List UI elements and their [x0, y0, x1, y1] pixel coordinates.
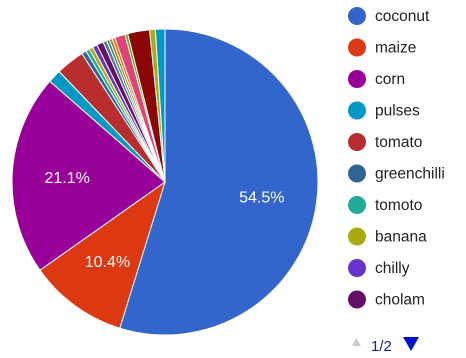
- legend-swatch-icon: [348, 133, 366, 151]
- legend-label: corn: [375, 71, 405, 88]
- legend-label: coconut: [375, 8, 430, 25]
- next-page-triangle-icon[interactable]: [403, 337, 419, 351]
- legend-label: banana: [375, 229, 427, 246]
- legend-swatch-icon: [348, 164, 366, 183]
- legend-item-cholam[interactable]: cholam: [348, 290, 425, 309]
- legend-label: tomoto: [375, 197, 422, 214]
- legend-swatch-icon: [348, 227, 366, 246]
- legend-item-pulses[interactable]: pulses: [348, 101, 420, 120]
- legend-label: greenchilli: [375, 166, 445, 183]
- legend-item-banana[interactable]: banana: [348, 227, 427, 246]
- legend-item-tomato[interactable]: tomato: [348, 133, 422, 151]
- legend-label: pulses: [375, 103, 420, 120]
- slice-percent-label: 10.4%: [85, 254, 130, 271]
- legend-swatch-icon: [348, 7, 366, 25]
- legend-item-tomoto[interactable]: tomoto: [348, 196, 422, 214]
- legend-swatch-icon: [348, 70, 366, 88]
- legend-swatch-icon: [348, 259, 366, 277]
- legend-label: tomato: [375, 134, 422, 151]
- legend-label: maize: [375, 40, 416, 57]
- legend-item-greenchilli[interactable]: greenchilli: [348, 164, 445, 183]
- legend-swatch-icon: [348, 101, 366, 120]
- legend-label: chilly: [375, 260, 410, 277]
- slice-percent-label: 54.5%: [239, 190, 284, 207]
- legend-swatch-icon: [348, 290, 366, 309]
- legend-swatch-icon: [348, 196, 366, 214]
- pie-slice-corn[interactable]: [11, 80, 166, 271]
- legend: coconut maize corn pulses tomato greenchilli t…: [348, 7, 445, 309]
- legend-label: cholam: [375, 292, 425, 309]
- pie-slice-maize[interactable]: [39, 180, 166, 329]
- slice-percent-label: 21.1%: [45, 170, 90, 187]
- pie-slice-coconut[interactable]: [119, 28, 319, 336]
- previous-page-triangle-icon[interactable]: [352, 338, 361, 346]
- legend-pager: 1/2: [352, 337, 419, 355]
- legend-swatch-icon: [348, 38, 366, 57]
- legend-item-corn[interactable]: corn: [348, 70, 405, 88]
- legend-page-indicator: 1/2: [371, 338, 392, 355]
- pie-slices: [11, 28, 319, 336]
- pie-slice-other-18[interactable]: [154, 28, 166, 183]
- pie-slice-labels: 54.5% 10.4% 21.1%: [45, 170, 285, 271]
- legend-item-chilly[interactable]: chilly: [348, 259, 410, 277]
- legend-item-coconut[interactable]: coconut: [348, 7, 430, 25]
- legend-item-maize[interactable]: maize: [348, 38, 416, 57]
